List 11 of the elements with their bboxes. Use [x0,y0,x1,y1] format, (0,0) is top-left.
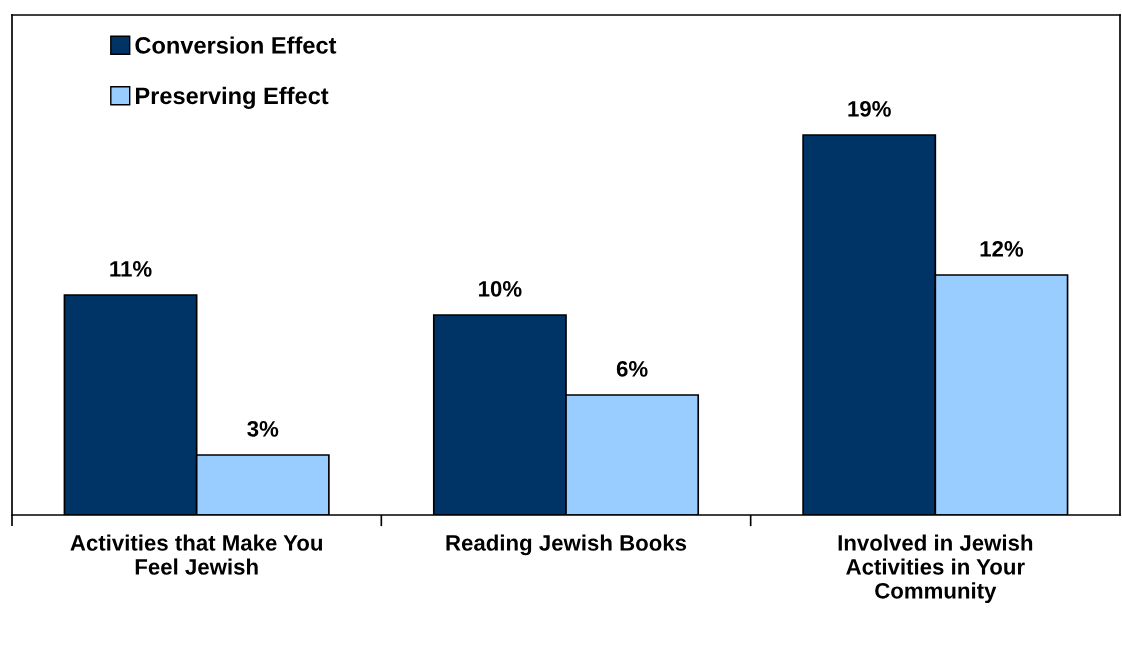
x-tick-label: Reading Jewish Books [446,534,687,556]
x-tick-label: Activities that Make You Feel Jewish [70,534,323,575]
data-label: 11% [110,261,152,277]
data-label: 10% [479,280,522,297]
x-tick-label: Involved in Jewish Activities in Your Community [838,534,1033,604]
data-label: 12% [980,240,1024,257]
legend-label: Conversion Effect [135,36,337,54]
data-label: 3% [247,420,279,437]
data-label: 6% [616,360,648,377]
legend-label: Preserving Effect [136,86,329,109]
data-label: 19% [848,100,891,117]
